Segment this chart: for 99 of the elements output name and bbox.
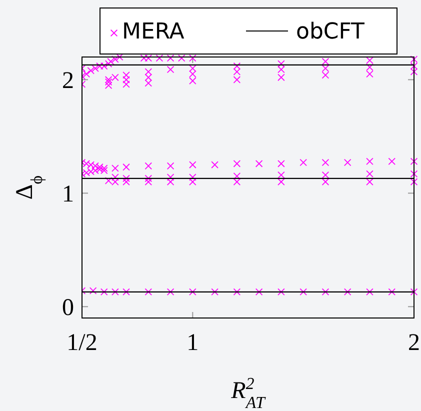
point — [410, 158, 418, 166]
point — [100, 164, 108, 172]
point — [322, 58, 330, 66]
point — [166, 288, 174, 296]
point — [122, 163, 130, 171]
point — [322, 64, 330, 72]
point — [144, 79, 152, 87]
point — [233, 288, 241, 296]
point — [278, 60, 285, 68]
point — [410, 62, 418, 70]
point — [233, 178, 241, 186]
point — [366, 64, 374, 71]
point — [178, 54, 186, 62]
point — [107, 58, 114, 66]
point — [388, 158, 396, 166]
point — [233, 160, 241, 168]
point — [166, 66, 174, 74]
point — [344, 158, 352, 166]
point — [211, 161, 218, 168]
point — [166, 162, 174, 170]
point — [122, 174, 130, 182]
point — [278, 66, 285, 74]
point — [366, 170, 374, 178]
point — [366, 56, 374, 64]
point — [122, 178, 130, 186]
point — [322, 171, 330, 179]
point — [112, 288, 119, 296]
point — [100, 62, 108, 70]
point — [122, 76, 130, 84]
point — [144, 68, 152, 76]
point — [278, 160, 285, 168]
x-tick-label: 1 — [186, 330, 199, 356]
point — [144, 288, 152, 296]
point — [89, 287, 97, 294]
x-tick-label: 1/2 — [66, 330, 98, 356]
point — [156, 54, 164, 62]
point — [189, 64, 196, 72]
point — [322, 72, 330, 79]
point — [278, 288, 285, 296]
point — [87, 66, 95, 74]
y-tick-label: 1 — [62, 182, 74, 208]
point — [166, 174, 174, 181]
point — [278, 74, 285, 82]
point — [322, 288, 330, 296]
point — [189, 288, 196, 296]
point — [278, 178, 285, 186]
point — [322, 178, 330, 186]
point — [189, 77, 196, 84]
point — [189, 70, 196, 78]
point — [233, 172, 241, 180]
point — [104, 60, 112, 68]
point — [82, 160, 90, 168]
point — [366, 288, 374, 296]
y-tick-label: 0 — [62, 295, 74, 322]
point — [366, 158, 374, 166]
point — [189, 161, 196, 168]
point — [300, 288, 307, 296]
point — [388, 288, 396, 296]
point — [322, 158, 330, 166]
point — [92, 64, 99, 72]
point — [233, 76, 241, 84]
point — [144, 74, 152, 82]
point — [100, 288, 108, 296]
point — [278, 171, 285, 179]
point — [112, 56, 119, 63]
point — [122, 72, 130, 79]
point — [366, 178, 374, 186]
point — [144, 162, 152, 170]
point — [410, 288, 418, 296]
x-tick-label: 2 — [408, 330, 420, 356]
point — [144, 174, 152, 182]
point — [104, 82, 112, 90]
point — [122, 80, 130, 88]
point — [233, 62, 241, 70]
point — [189, 54, 196, 62]
legend-label: obCFT — [296, 20, 366, 45]
point — [410, 68, 418, 76]
point — [410, 56, 418, 63]
point — [112, 164, 119, 172]
point — [166, 54, 174, 62]
point — [344, 288, 352, 296]
point — [189, 174, 196, 181]
point — [233, 68, 241, 76]
legend-label: MERA — [122, 20, 184, 45]
point — [410, 178, 418, 186]
point — [300, 158, 307, 166]
y-tick-label: 2 — [62, 68, 74, 94]
point — [410, 170, 418, 178]
point — [82, 169, 90, 176]
point — [144, 178, 152, 186]
point — [211, 288, 218, 296]
point — [189, 178, 196, 186]
point — [82, 70, 90, 78]
point — [122, 288, 130, 296]
point — [112, 174, 119, 181]
point — [255, 160, 263, 168]
point — [166, 178, 174, 186]
point — [366, 70, 374, 78]
point — [255, 288, 263, 296]
